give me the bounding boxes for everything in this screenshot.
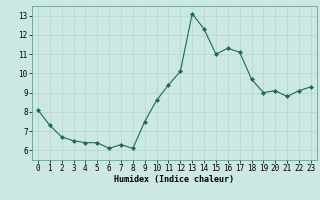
X-axis label: Humidex (Indice chaleur): Humidex (Indice chaleur)	[115, 175, 234, 184]
